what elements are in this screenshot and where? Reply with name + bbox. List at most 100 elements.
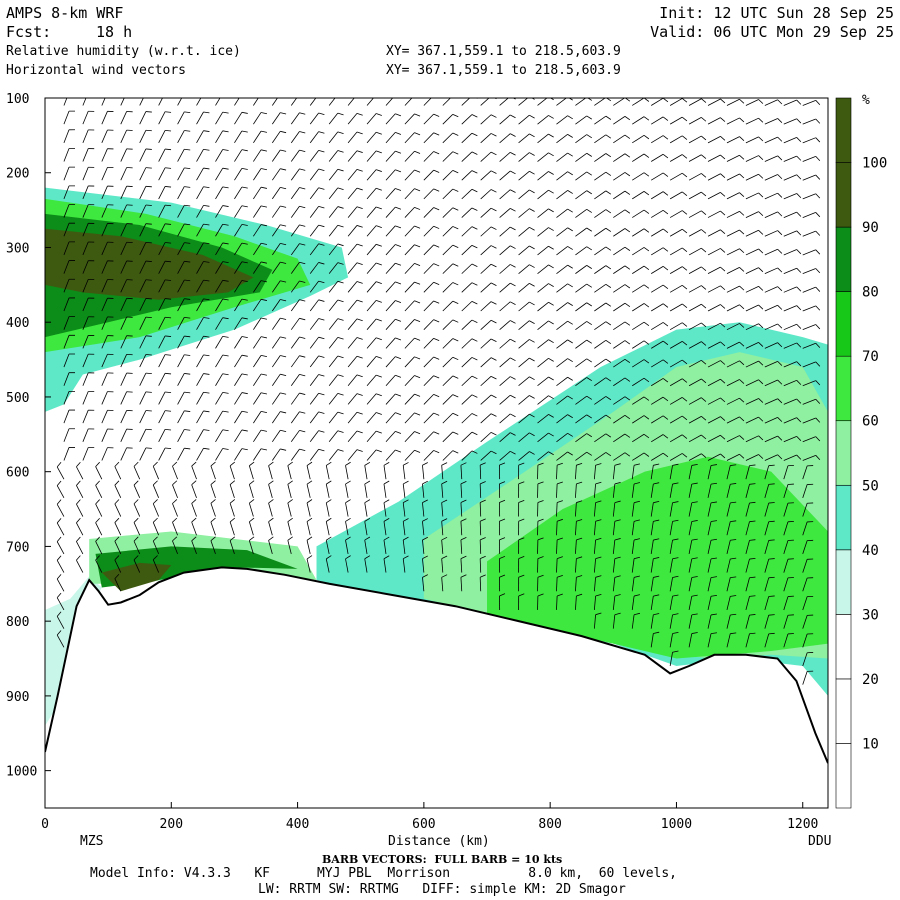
wind-barb-feather (165, 129, 172, 132)
wind-barb (745, 577, 750, 592)
wind-barb (345, 465, 349, 480)
wind-barb (632, 321, 645, 331)
wind-barb-feather (586, 433, 592, 438)
wind-barb-feather (490, 413, 497, 417)
wind-barb-feather (165, 260, 172, 263)
y-tick-label: 1000 (6, 765, 37, 780)
wind-barb (158, 130, 166, 144)
wind-barb-feather (720, 210, 726, 216)
wind-barb-feather (815, 268, 821, 274)
wind-barb (745, 454, 759, 461)
wind-barb (120, 204, 128, 218)
wind-barb (290, 448, 300, 461)
wind-barb-feather (662, 284, 669, 290)
wind-barb-feather (720, 98, 726, 104)
wind-barb-feather (518, 518, 525, 522)
wind-barb (707, 378, 721, 387)
wind-barb-feather (241, 448, 248, 451)
wind-barb-feather (114, 499, 120, 505)
wind-barb (650, 539, 654, 554)
wind-barb (229, 484, 235, 498)
wind-barb (306, 540, 311, 554)
wind-barb (688, 135, 702, 144)
wind-barb-feather (605, 433, 612, 438)
wind-barb (196, 298, 204, 312)
wind-barb (385, 98, 394, 106)
wind-barb-feather (548, 357, 554, 362)
wind-barb-feather (414, 393, 421, 397)
wind-barb (177, 354, 185, 368)
wind-barb (518, 357, 530, 368)
wind-barb-feather (172, 517, 178, 523)
wind-barb-feather (471, 319, 478, 323)
wind-barb (802, 559, 808, 573)
wind-barb-feather (739, 154, 745, 160)
wind-barb (328, 150, 339, 162)
wind-barb-feather (376, 262, 382, 266)
wind-barb-feather (739, 267, 745, 272)
wind-barb-feather (145, 410, 152, 412)
wind-barb (423, 113, 434, 125)
wind-barb-feather (471, 207, 478, 211)
wind-barb-feather (643, 116, 650, 121)
wind-barb-feather (758, 416, 764, 422)
wind-barb-feather (452, 263, 459, 267)
wind-barb (650, 322, 664, 331)
wind-barb-feather (306, 461, 313, 466)
wind-barb (783, 435, 797, 443)
wind-barb-feather (682, 322, 688, 327)
wind-barb (271, 448, 281, 461)
wind-barb (802, 577, 808, 592)
wind-barb (745, 211, 759, 218)
wind-barb-feather (605, 265, 612, 270)
wind-barb-feather (529, 189, 535, 194)
wind-barb (95, 559, 103, 573)
wind-barb-feather (490, 207, 497, 212)
wind-barb-feather (249, 480, 255, 485)
wind-barb-feather (624, 284, 631, 289)
wind-barb (669, 191, 683, 200)
wind-barb-feather (306, 499, 313, 504)
wind-barb (423, 132, 434, 144)
wind-barb-feather (567, 115, 573, 120)
wind-barb (287, 521, 292, 536)
wind-barb-feather (662, 415, 669, 420)
wind-barb (63, 372, 70, 386)
wind-barb-feather (624, 340, 631, 345)
wind-barb-feather (710, 632, 718, 635)
wind-barb (63, 129, 70, 143)
wind-barb-feather (165, 242, 172, 244)
wind-barb (442, 412, 454, 424)
wind-barb-feather (452, 170, 459, 174)
wind-barb (423, 356, 434, 368)
wind-barb-feather (749, 576, 756, 579)
wind-barb (802, 398, 816, 405)
wind-barb-feather (422, 518, 428, 522)
wind-barb-feather (815, 361, 821, 367)
wind-barb (366, 356, 377, 368)
wind-barb-feather (414, 337, 421, 341)
colorbar-unit: % (862, 93, 870, 108)
wind-barb-feather (222, 149, 229, 151)
wind-barb-feather (567, 227, 573, 232)
wind-barb (688, 210, 702, 218)
wind-barb (479, 502, 482, 517)
wind-barb (537, 376, 549, 387)
wind-barb-feather (203, 223, 210, 226)
wind-barb-feather (701, 303, 707, 309)
wind-barb-feather (510, 413, 516, 418)
wind-barb-feather (624, 116, 631, 121)
wind-barb (345, 484, 349, 498)
wind-barb (594, 265, 607, 274)
wind-barb (783, 249, 797, 256)
wind-barb (120, 391, 128, 405)
wind-barb-feather (376, 95, 382, 97)
wind-barb (385, 393, 396, 405)
wind-barb-feather (605, 414, 612, 419)
wind-barb-feather (691, 538, 698, 541)
wind-barb-feather (471, 431, 478, 436)
wind-barb (783, 454, 797, 461)
wind-barb (669, 228, 683, 237)
wind-barb (669, 247, 683, 256)
wind-barb (215, 224, 224, 237)
